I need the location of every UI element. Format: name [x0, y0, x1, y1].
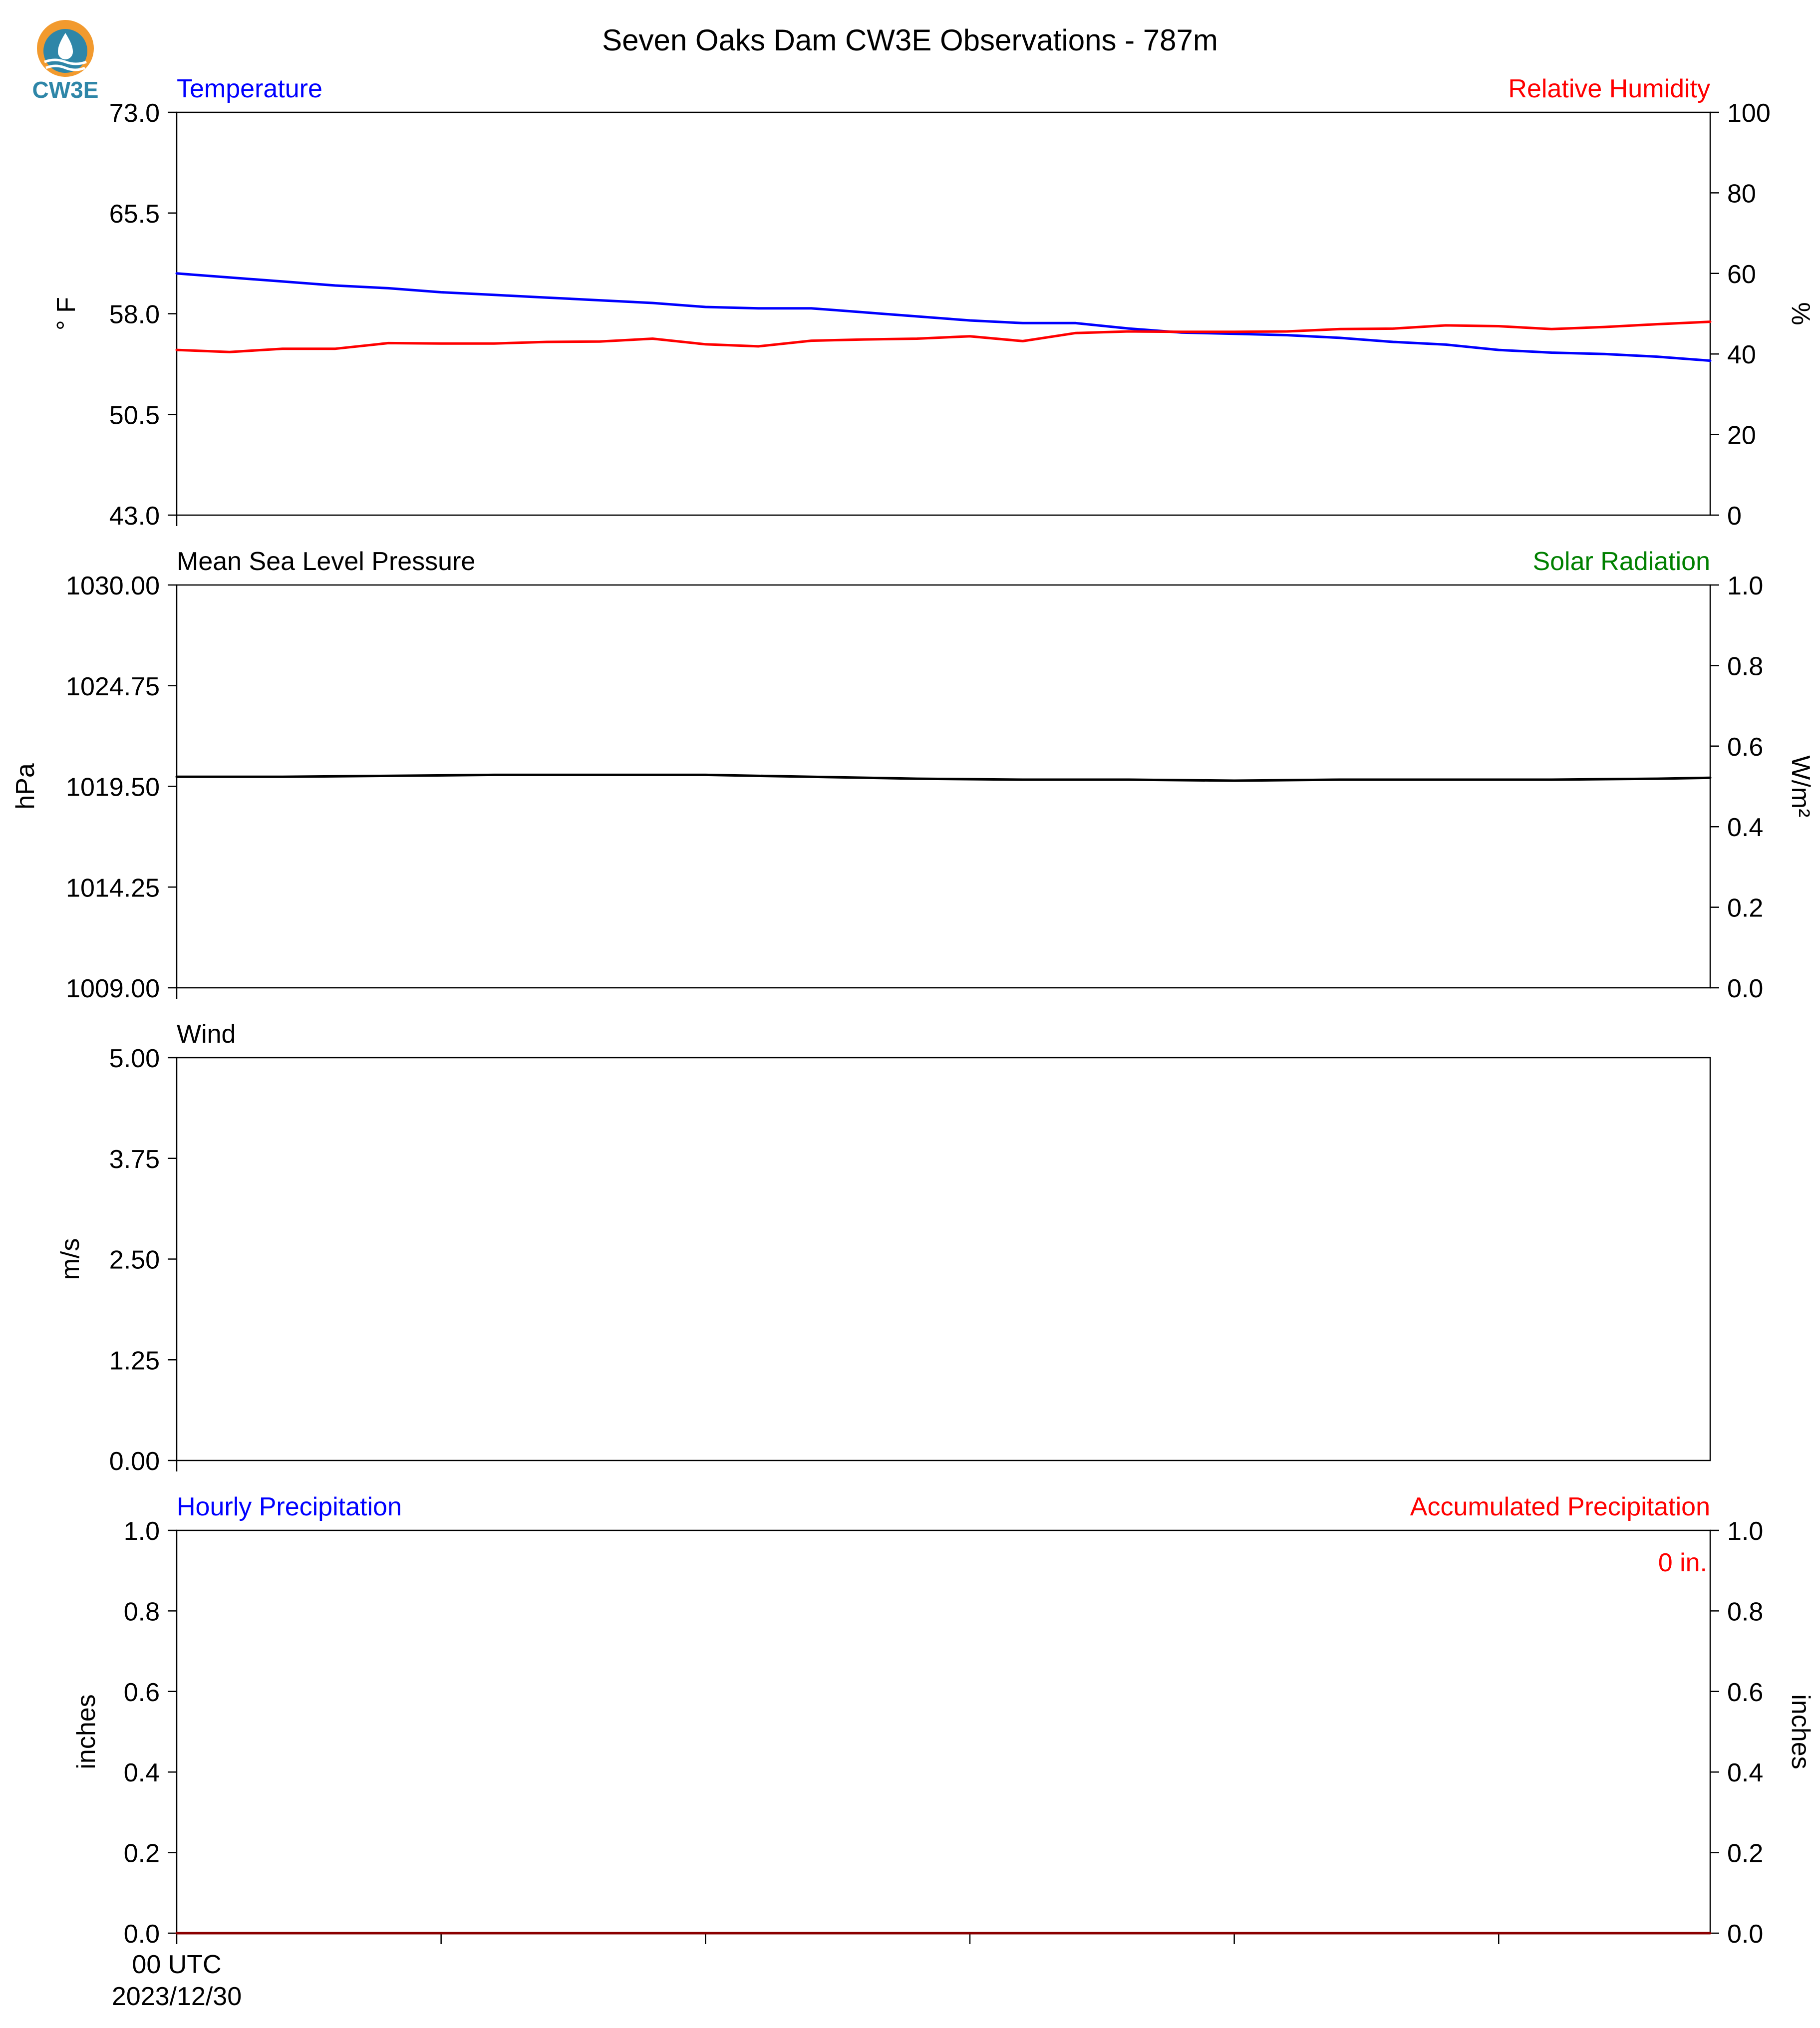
x-tick-label: 00 UTC [132, 1950, 221, 1979]
right-y-tick-label: 40 [1727, 340, 1756, 369]
relative-humidity-line [175, 320, 1712, 353]
left-y-tick-label: 0.00 [109, 1447, 160, 1476]
right-y-tick-label: 0.6 [1727, 1678, 1763, 1707]
left-y-tick-label: 1014.25 [66, 873, 160, 902]
right-y-tick-label: 0.8 [1727, 652, 1763, 681]
wind-panel: 0.00 1.25 2.50 3.75 5.00 Wind m/s [56, 1020, 1711, 1476]
panel-left-title: Mean Sea Level Pressure [177, 547, 475, 576]
left-y-tick-label: 1.25 [109, 1346, 160, 1375]
right-y-tick-label: 0.4 [1727, 1758, 1763, 1787]
left-y-tick-label: 3.75 [109, 1145, 160, 1174]
right-y-tick-label: 100 [1727, 99, 1771, 128]
right-y-tick-label: 1.0 [1727, 572, 1763, 600]
left-y-tick-label: 0.8 [124, 1597, 160, 1626]
temperature-humidity-panel: 43.0 50.5 58.0 65.5 73.0 0 20 40 60 80 100 Temperat… [52, 74, 1815, 531]
left-y-tick-label: 1030.00 [66, 572, 160, 600]
left-axis-label: m/s [56, 1238, 85, 1280]
left-y-tick-label: 2.50 [109, 1246, 160, 1275]
left-y-tick-label: 50.5 [109, 401, 160, 430]
panel-right-title: Solar Radiation [1532, 547, 1710, 576]
left-axis-label: inches [72, 1694, 101, 1769]
left-y-tick-label: 1009.00 [66, 974, 160, 1003]
panel-right-title: Relative Humidity [1508, 74, 1710, 103]
cw3e-logo: CW3E [32, 20, 99, 103]
plot-frame [176, 1057, 1711, 1461]
panel-left-title: Temperature [177, 74, 322, 103]
right-y-tick-label: 0.2 [1727, 1839, 1763, 1868]
right-y-tick-label: 0.4 [1727, 813, 1763, 842]
left-y-tick-label: 5.00 [109, 1044, 160, 1073]
left-axis-label: ° F [52, 297, 81, 330]
left-y-tick-label: 1024.75 [66, 672, 160, 701]
logo-text: CW3E [32, 77, 99, 103]
right-axis-label: % [1786, 302, 1815, 325]
right-y-tick-label: 0.0 [1727, 1920, 1763, 1949]
right-y-tick-label: 0.0 [1727, 974, 1763, 1003]
left-y-tick-label: 43.0 [109, 502, 160, 531]
left-y-tick-label: 0.0 [124, 1920, 160, 1949]
left-y-tick-label: 73.0 [109, 99, 160, 128]
right-y-tick-label: 0 [1727, 502, 1742, 531]
right-y-tick-label: 20 [1727, 421, 1756, 450]
panel-left-title: Hourly Precipitation [177, 1492, 402, 1521]
left-y-tick-label: 65.5 [109, 200, 160, 229]
precipitation-panel: 0.0 0.2 0.4 0.6 0.8 1.0 0.0 0.2 0.4 0.6 0.8 1.0 00 U… [72, 1492, 1815, 2011]
left-y-tick-label: 1019.50 [66, 773, 160, 802]
right-axis-label: inches [1786, 1694, 1815, 1769]
right-y-tick-label: 80 [1727, 179, 1756, 208]
figure-title: Seven Oaks Dam CW3E Observations - 787m [602, 23, 1218, 57]
left-axis-label: hPa [11, 763, 40, 810]
mean-sea-level-pressure-line [175, 773, 1712, 782]
accumulated-total-label: 0 in. [1658, 1548, 1707, 1577]
x-tick-label: 2023/12/30 [112, 1982, 242, 2011]
left-y-tick-label: 1.0 [124, 1517, 160, 1546]
plot-frame [176, 111, 1711, 516]
panel-left-title: Wind [177, 1020, 236, 1049]
right-y-tick-label: 0.2 [1727, 894, 1763, 923]
right-axis-label: W/m² [1786, 755, 1815, 817]
right-y-tick-label: 0.8 [1727, 1597, 1763, 1626]
left-y-tick-label: 58.0 [109, 300, 160, 329]
plot-frame [176, 1529, 1711, 1934]
temperature-line [175, 272, 1712, 362]
left-y-tick-label: 0.6 [124, 1678, 160, 1707]
right-y-tick-label: 1.0 [1727, 1517, 1763, 1546]
left-y-tick-label: 0.4 [124, 1758, 160, 1787]
left-y-tick-label: 0.2 [124, 1839, 160, 1868]
panel-right-title: Accumulated Precipitation [1410, 1492, 1710, 1521]
plot-frame [176, 584, 1711, 989]
pressure-solar-panel: 1009.00 1014.25 1019.50 1024.75 1030.00 0.0 0.… [11, 547, 1815, 1003]
right-y-tick-label: 0.6 [1727, 733, 1763, 762]
right-y-tick-label: 60 [1727, 260, 1756, 289]
logo-drop-icon [58, 33, 73, 59]
